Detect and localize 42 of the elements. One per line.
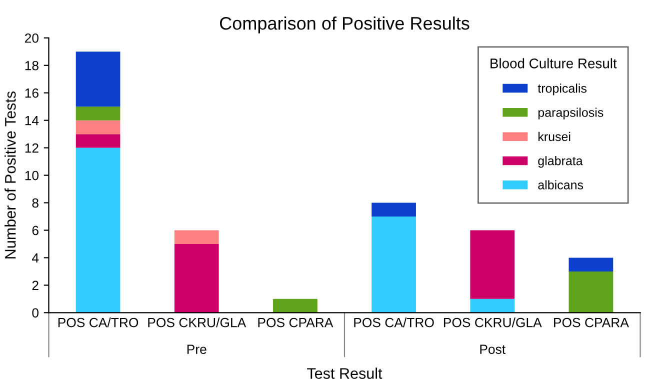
y-tick-label: 10 <box>25 170 39 180</box>
y-tick-label: 2 <box>32 280 38 290</box>
bar <box>76 52 120 107</box>
y-tick-label: 6 <box>32 226 38 236</box>
legend-label: tropicalis <box>538 84 587 96</box>
y-tick-label: 4 <box>32 253 39 262</box>
x-tick-label: POS CPARA <box>554 318 629 328</box>
bar <box>174 244 219 313</box>
x-axis-title: Test Result <box>307 368 382 379</box>
x-tick-label: POS CA/TRO <box>58 318 138 328</box>
y-tick-label: 12 <box>25 143 38 153</box>
bar <box>76 134 120 148</box>
legend-label: glabrata <box>538 156 583 168</box>
x-tick-label: POS CA/TRO <box>354 318 434 328</box>
y-tick-label: 16 <box>25 88 38 98</box>
y-tick-label: 8 <box>32 198 38 208</box>
y-tick-label: 20 <box>25 33 39 43</box>
bar <box>372 202 416 217</box>
legend-label: albicans <box>538 180 584 190</box>
bar <box>76 148 120 313</box>
y-tick-label: 14 <box>25 116 39 126</box>
chart-title: Comparison of Positive Results <box>220 16 470 34</box>
bar <box>470 298 515 313</box>
legend-title: Blood Culture Result <box>490 58 617 68</box>
bar <box>568 271 614 313</box>
x-tick-label: POS CKRU/GLA <box>444 318 542 328</box>
text: Pre <box>187 344 206 354</box>
legend-label: krusei <box>538 132 570 142</box>
x-tick-label: POS CKRU/GLA <box>148 318 246 328</box>
bar <box>273 298 318 313</box>
bar <box>470 230 515 299</box>
y-tick-label: 18 <box>25 60 38 70</box>
legend-label: parapsilosis <box>538 108 604 120</box>
bar <box>174 230 219 244</box>
bar <box>76 120 120 134</box>
bar <box>568 258 614 272</box>
text: Post <box>480 344 506 354</box>
y-axis-title: Number of Positive Tests <box>4 91 16 258</box>
bar <box>372 216 416 313</box>
y-tick-label: 0 <box>32 308 39 318</box>
x-tick-label: POS CPARA <box>258 318 334 328</box>
bar <box>76 106 120 120</box>
